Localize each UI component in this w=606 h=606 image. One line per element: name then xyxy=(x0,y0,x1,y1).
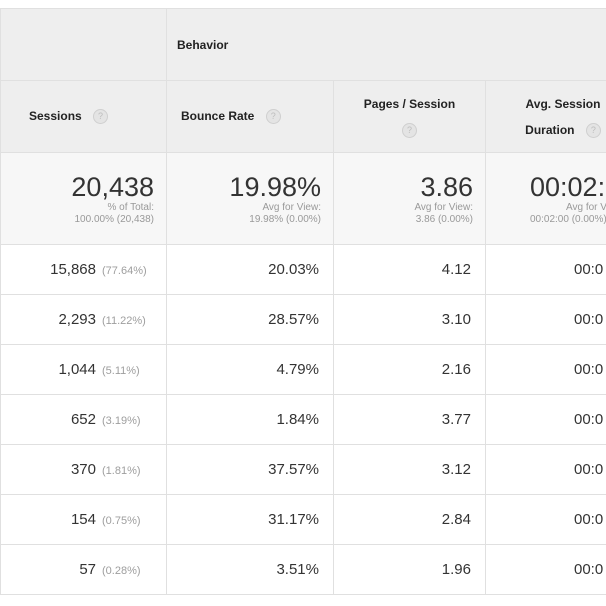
cell-duration: 00:0 xyxy=(484,344,606,395)
cell-duration: 00:0 xyxy=(484,494,606,545)
summary-duration-detail: 00:02:00 (0.00%) xyxy=(530,213,606,225)
table-row: 1,044 (5.11%) 4.79% 2.16 00:0 xyxy=(0,344,606,395)
summary-sessions-detail: 100.00% (20,438) xyxy=(74,213,154,225)
sessions-percent: (5.11%) xyxy=(102,365,140,377)
table-row: 154 (0.75%) 31.17% 2.84 00:0 xyxy=(0,494,606,545)
summary-row: 20,438 % of Total: 100.00% (20,438) 19.9… xyxy=(0,152,606,245)
sessions-value: 57 xyxy=(79,561,96,578)
cell-sessions: 154 (0.75%) xyxy=(0,494,167,545)
cell-bounce-rate: 4.79% xyxy=(166,344,334,395)
summary-pages-session-caption: Avg for View: xyxy=(414,201,473,213)
summary-bounce-rate-caption: Avg for View: xyxy=(262,201,321,213)
sessions-value: 370 xyxy=(70,461,96,478)
help-icon[interactable]: ? xyxy=(93,109,109,125)
cell-duration: 00:0 xyxy=(484,444,606,495)
column-header-duration-label-line2: Duration xyxy=(525,122,575,137)
summary-pages-session-detail: 3.86 (0.00%) xyxy=(415,213,473,225)
summary-pages-session: 3.86 Avg for View: 3.86 (0.00%) xyxy=(333,152,486,245)
help-icon[interactable]: ? xyxy=(265,109,281,125)
summary-sessions-value: 20,438 xyxy=(71,171,154,202)
analytics-table: Behavior Sessions ? Bounce Rate ? Pages … xyxy=(0,8,606,595)
table-row: 370 (1.81%) 37.57% 3.12 00:0 xyxy=(0,444,606,495)
sessions-percent: (3.19%) xyxy=(102,415,141,427)
sessions-value: 154 xyxy=(70,511,96,528)
cell-sessions: 15,868 (77.64%) xyxy=(0,244,167,295)
cell-duration: 00:0 xyxy=(484,394,606,445)
metric-header-row: Sessions ? Bounce Rate ? Pages / Session… xyxy=(0,80,606,153)
sessions-percent: (1.81%) xyxy=(102,465,141,477)
column-header-bounce-rate-label: Bounce Rate xyxy=(181,108,255,123)
table-row: 652 (3.19%) 1.84% 3.77 00:0 xyxy=(0,394,606,445)
table-row: 57 (0.28%) 3.51% 1.96 00:0 xyxy=(0,544,606,595)
summary-pages-session-value: 3.86 xyxy=(420,171,473,202)
sessions-value: 15,868 xyxy=(50,261,96,278)
help-icon[interactable]: ? xyxy=(402,122,417,138)
summary-sessions: 20,438 % of Total: 100.00% (20,438) xyxy=(0,152,167,245)
column-header-sessions-label: Sessions xyxy=(29,108,82,123)
table-row: 15,868 (77.64%) 20.03% 4.12 00:0 xyxy=(0,244,606,295)
cell-pages-session: 4.12 xyxy=(333,244,486,295)
cell-bounce-rate: 3.51% xyxy=(166,544,334,595)
cell-sessions: 57 (0.28%) xyxy=(0,544,167,595)
cell-bounce-rate: 20.03% xyxy=(166,244,334,295)
cell-pages-session: 3.77 xyxy=(333,394,486,445)
table-row: 2,293 (11.22%) 28.57% 3.10 00:0 xyxy=(0,294,606,345)
analytics-table-container: Behavior Sessions ? Bounce Rate ? Pages … xyxy=(0,8,606,606)
sessions-value: 2,293 xyxy=(58,311,96,328)
cell-pages-session: 1.96 xyxy=(333,544,486,595)
help-icon[interactable]: ? xyxy=(585,122,601,138)
cell-pages-session: 2.16 xyxy=(333,344,486,395)
summary-duration-caption: Avg for View: xyxy=(566,201,606,213)
summary-duration: 00:02:00 Avg for View: 00:02:00 (0.00%) xyxy=(484,152,606,245)
column-group-row: Behavior xyxy=(0,8,606,81)
cell-pages-session: 3.12 xyxy=(333,444,486,495)
cell-sessions: 2,293 (11.22%) xyxy=(0,294,167,345)
cell-sessions: 1,044 (5.11%) xyxy=(0,344,167,395)
sessions-percent: (11.22%) xyxy=(102,315,146,327)
sessions-percent: (77.64%) xyxy=(102,265,147,277)
cell-duration: 00:0 xyxy=(484,544,606,595)
cell-pages-session: 2.84 xyxy=(333,494,486,545)
sessions-value: 1,044 xyxy=(58,361,96,378)
column-header-pages-session-label: Pages / Session xyxy=(363,96,456,111)
cell-sessions: 370 (1.81%) xyxy=(0,444,167,495)
group-header-behavior: Behavior xyxy=(165,8,606,81)
column-header-bounce-rate[interactable]: Bounce Rate ? xyxy=(166,80,334,153)
column-header-duration-label-line1: Avg. Session xyxy=(525,96,601,111)
column-header-pages-session[interactable]: Pages / Session ? xyxy=(333,80,486,153)
cell-sessions: 652 (3.19%) xyxy=(0,394,167,445)
summary-duration-value: 00:02:00 xyxy=(530,171,606,202)
cell-bounce-rate: 37.57% xyxy=(166,444,334,495)
sessions-percent: (0.75%) xyxy=(102,515,141,527)
cell-bounce-rate: 1.84% xyxy=(166,394,334,445)
cell-duration: 00:0 xyxy=(484,244,606,295)
summary-bounce-rate-value: 19.98% xyxy=(229,171,321,202)
cell-bounce-rate: 31.17% xyxy=(166,494,334,545)
column-header-sessions[interactable]: Sessions ? xyxy=(0,80,167,153)
group-header-blank xyxy=(0,8,167,81)
sessions-percent: (0.28%) xyxy=(102,565,141,577)
summary-sessions-caption: % of Total: xyxy=(107,201,154,213)
column-header-avg-session-duration[interactable]: Avg. Session Duration ? xyxy=(484,80,606,153)
cell-pages-session: 3.10 xyxy=(333,294,486,345)
summary-bounce-rate-detail: 19.98% (0.00%) xyxy=(249,213,321,225)
cell-bounce-rate: 28.57% xyxy=(166,294,334,345)
cell-duration: 00:0 xyxy=(484,294,606,345)
summary-bounce-rate: 19.98% Avg for View: 19.98% (0.00%) xyxy=(166,152,334,245)
sessions-value: 652 xyxy=(70,411,96,428)
